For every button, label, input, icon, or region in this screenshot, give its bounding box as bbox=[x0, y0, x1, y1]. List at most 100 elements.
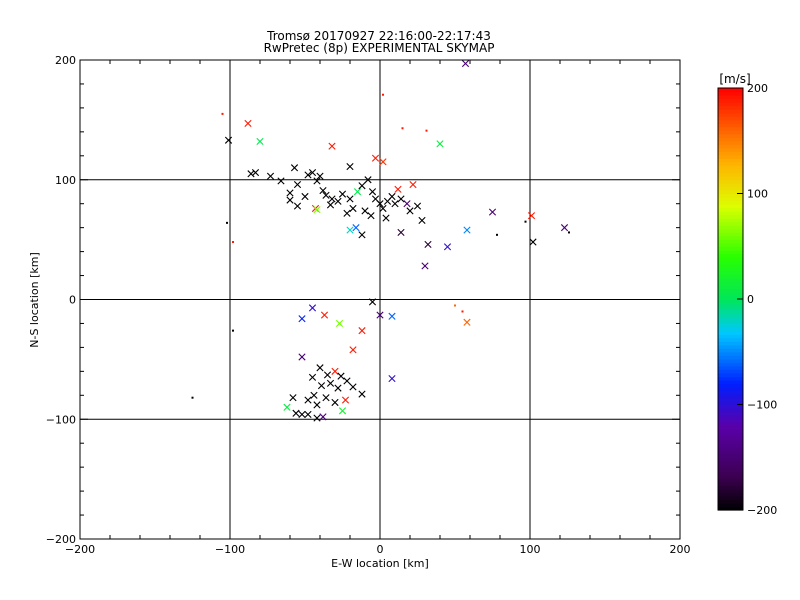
cross-marker bbox=[256, 137, 264, 146]
colorbar-segment bbox=[718, 432, 743, 437]
cross-stroke bbox=[346, 195, 354, 203]
y-tick-label: 200 bbox=[55, 54, 76, 67]
cross-marker bbox=[391, 200, 399, 208]
cross-marker bbox=[319, 413, 327, 421]
colorbar-segment bbox=[718, 249, 743, 254]
cross-marker bbox=[443, 243, 452, 251]
cross-marker bbox=[289, 394, 297, 402]
colorbar-segment bbox=[718, 362, 743, 367]
colorbar-segment bbox=[718, 116, 743, 121]
colorbar-segment bbox=[718, 151, 743, 156]
x-tick-label: −100 bbox=[215, 543, 245, 556]
colorbar-segment bbox=[718, 365, 743, 370]
cross-stroke bbox=[403, 200, 411, 208]
cross-stroke bbox=[331, 367, 339, 375]
cross-marker bbox=[326, 379, 335, 387]
colorbar-segment bbox=[718, 302, 743, 307]
cross-marker bbox=[326, 201, 335, 209]
dot-marker bbox=[191, 396, 194, 399]
cross-marker bbox=[424, 240, 432, 249]
cross-stroke bbox=[346, 162, 354, 171]
colorbar-segment bbox=[718, 450, 743, 455]
colorbar-segment bbox=[718, 200, 743, 205]
cross-stroke bbox=[488, 208, 497, 216]
cross-stroke bbox=[361, 207, 369, 215]
cross-stroke bbox=[443, 243, 452, 251]
colorbar-segment bbox=[718, 418, 743, 423]
colorbar-segment bbox=[718, 228, 743, 233]
cross-marker bbox=[388, 374, 396, 383]
colorbar-segment bbox=[718, 109, 743, 114]
colorbar-segment bbox=[718, 263, 743, 268]
colorbar-segment bbox=[718, 207, 743, 212]
cross-stroke bbox=[289, 394, 297, 402]
colorbar-segment bbox=[718, 105, 743, 110]
cross-stroke bbox=[316, 364, 324, 372]
cross-marker bbox=[346, 195, 354, 203]
cross-stroke bbox=[313, 401, 321, 409]
cross-marker bbox=[403, 200, 411, 208]
cross-marker bbox=[304, 171, 312, 179]
cross-marker bbox=[379, 204, 387, 213]
colorbar-segment bbox=[718, 144, 743, 149]
cross-stroke bbox=[328, 142, 336, 150]
cross-marker bbox=[529, 238, 537, 246]
colorbar-segment bbox=[718, 175, 743, 181]
cross-marker bbox=[406, 207, 414, 215]
cross-stroke bbox=[247, 170, 255, 178]
cross-marker bbox=[463, 318, 471, 326]
cross-marker bbox=[463, 226, 471, 234]
colorbar-label: [m/s] bbox=[719, 72, 750, 86]
dot-marker bbox=[461, 310, 464, 313]
colorbar-segment bbox=[718, 478, 743, 483]
cross-marker bbox=[328, 195, 336, 203]
cross-stroke bbox=[322, 394, 330, 402]
cross-marker bbox=[358, 182, 366, 190]
cross-stroke bbox=[358, 390, 366, 398]
cross-stroke bbox=[224, 136, 233, 144]
x-tick-label: 200 bbox=[670, 543, 691, 556]
colorbar-segment bbox=[718, 506, 743, 511]
cross-marker bbox=[293, 180, 302, 189]
cross-marker bbox=[334, 384, 342, 392]
cross-marker bbox=[358, 231, 366, 239]
cross-stroke bbox=[368, 298, 377, 306]
colorbar-segment bbox=[718, 386, 743, 392]
cross-stroke bbox=[293, 180, 302, 189]
colorbar-segment bbox=[718, 379, 743, 384]
colorbar-segment bbox=[718, 165, 743, 170]
cross-marker bbox=[376, 200, 384, 208]
cross-stroke bbox=[379, 158, 387, 166]
cross-stroke bbox=[349, 346, 357, 354]
cross-marker bbox=[337, 372, 345, 380]
cross-stroke bbox=[310, 391, 318, 399]
cross-marker bbox=[244, 119, 252, 128]
colorbar-segment bbox=[718, 253, 743, 258]
colorbar-segment bbox=[718, 316, 743, 321]
cross-marker bbox=[436, 140, 444, 148]
colorbar-segment bbox=[718, 460, 743, 465]
colorbar-segment bbox=[718, 411, 743, 416]
colorbar-segment bbox=[718, 415, 743, 420]
colorbar-segment bbox=[718, 95, 743, 100]
cross-stroke bbox=[283, 403, 291, 411]
chart-title: Tromsø 20170927 22:16:00-22:17:43 bbox=[266, 29, 491, 43]
colorbar-segment bbox=[718, 161, 743, 166]
cross-marker bbox=[313, 177, 321, 185]
cross-marker bbox=[277, 177, 285, 185]
cross-stroke bbox=[266, 172, 275, 180]
cross-marker bbox=[409, 180, 417, 189]
cross-marker bbox=[266, 172, 275, 180]
colorbar-segment bbox=[718, 189, 743, 195]
cross-stroke bbox=[313, 414, 321, 422]
cross-marker bbox=[319, 186, 327, 195]
cross-stroke bbox=[290, 164, 299, 172]
cross-marker bbox=[338, 190, 347, 198]
cross-stroke bbox=[463, 318, 471, 326]
colorbar-segment bbox=[718, 330, 743, 335]
cross-marker bbox=[304, 396, 312, 404]
chart-subtitle: RwPretec (8p) EXPERIMENTAL SKYMAP bbox=[264, 41, 495, 55]
cross-stroke bbox=[334, 197, 342, 205]
cross-stroke bbox=[353, 188, 362, 196]
cross-marker bbox=[313, 206, 321, 214]
